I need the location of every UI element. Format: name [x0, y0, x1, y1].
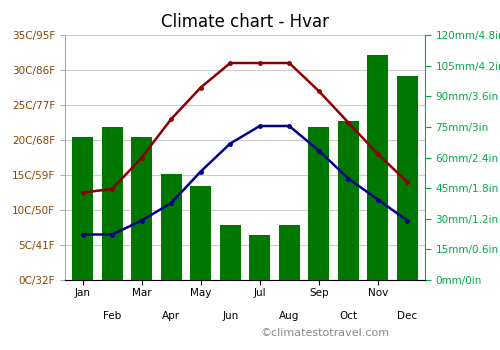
- Bar: [161, 174, 182, 280]
- Bar: [72, 137, 93, 280]
- Text: Dec: Dec: [397, 310, 417, 321]
- Bar: [338, 121, 358, 280]
- Bar: [368, 55, 388, 280]
- Title: Climate chart - Hvar: Climate chart - Hvar: [161, 13, 329, 31]
- Text: Aug: Aug: [279, 310, 299, 321]
- Bar: [132, 137, 152, 280]
- Text: Feb: Feb: [103, 310, 122, 321]
- Bar: [250, 235, 270, 280]
- Text: Jun: Jun: [222, 310, 238, 321]
- Bar: [279, 225, 299, 280]
- Bar: [397, 76, 417, 280]
- Bar: [308, 127, 329, 280]
- Bar: [190, 186, 211, 280]
- Text: ©climatestotravel.com: ©climatestotravel.com: [260, 328, 389, 338]
- Text: Oct: Oct: [339, 310, 357, 321]
- Text: Apr: Apr: [162, 310, 180, 321]
- Bar: [220, 225, 240, 280]
- Bar: [102, 127, 122, 280]
